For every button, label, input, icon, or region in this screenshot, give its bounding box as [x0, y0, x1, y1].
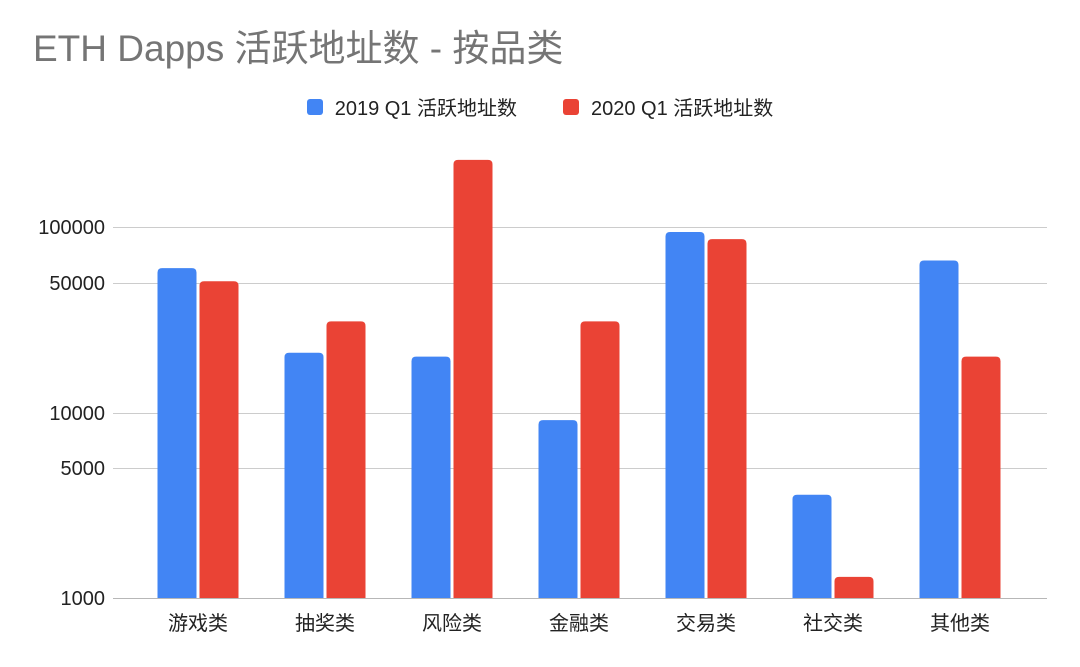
x-category-label: 金融类: [549, 612, 609, 635]
bar: [157, 268, 197, 598]
bar: [284, 352, 324, 598]
bar: [707, 239, 747, 598]
bar: [919, 260, 959, 598]
bar: [792, 494, 832, 598]
chart-legend: 2019 Q1 活跃地址数 2020 Q1 活跃地址数: [0, 92, 1080, 121]
x-category-label: 交易类: [676, 612, 736, 635]
x-category-label: 游戏类: [168, 612, 228, 635]
x-category-label: 抽奖类: [295, 612, 355, 635]
bar: [199, 281, 239, 598]
legend-label: 2019 Q1 活跃地址数: [334, 98, 517, 120]
x-category-label: 风险类: [422, 612, 482, 635]
y-tick-label: 5000: [61, 458, 106, 480]
chart-title: ETH Dapps 活跃地址数 - 按品类: [33, 28, 564, 69]
bar: [580, 321, 620, 598]
legend-swatch: [306, 98, 323, 115]
y-tick-label: 100000: [38, 217, 105, 239]
legend-label: 2020 Q1 活跃地址数: [591, 98, 774, 120]
bar: [961, 356, 1001, 598]
x-category-label: 其他类: [930, 612, 990, 635]
bar: [411, 356, 451, 598]
x-category-label: 社交类: [803, 612, 863, 635]
y-tick-label: 1000: [61, 588, 106, 610]
bar: [326, 321, 366, 598]
bar: [834, 576, 874, 598]
bar: [453, 159, 493, 599]
legend-swatch: [563, 98, 579, 115]
y-tick-label: 50000: [49, 273, 105, 295]
y-tick-label: 10000: [49, 403, 105, 425]
bar: [538, 420, 578, 598]
bar: [665, 231, 705, 598]
legend-item: 2020 Q1 活跃地址数: [563, 92, 773, 121]
legend-item: 2019 Q1 活跃地址数: [306, 92, 517, 121]
